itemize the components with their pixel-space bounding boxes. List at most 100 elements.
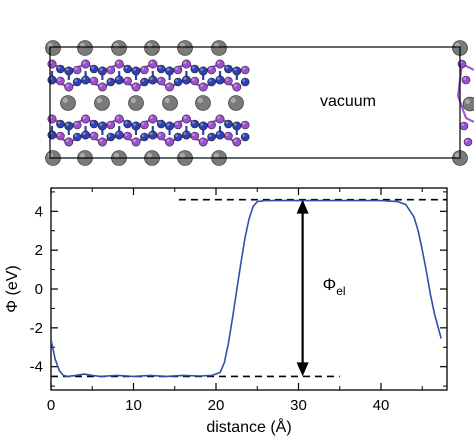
axis-ticks [50,188,447,390]
layer-atom [207,77,216,87]
layer-atom [198,137,208,147]
layer-atom-highlight [124,78,128,81]
layer-atom [181,114,191,124]
layer-atom [240,132,250,142]
layer-atom-sphere [89,76,99,86]
layer-atom [165,137,175,147]
layer-atom [106,77,116,87]
layer-atom-sphere [56,64,65,74]
layer-atom-highlight [65,84,69,87]
layer-atom [156,76,166,86]
layer-atom-highlight [208,122,212,125]
layer-atom-highlight [108,134,111,138]
layer-atom-highlight [233,68,237,71]
layer-atom-sphere [72,77,82,87]
layer-atom-sphere [64,82,74,92]
layer-atom [47,75,57,85]
layer-atom-sphere [123,119,132,129]
layer-atom-sphere [131,66,141,76]
layer-atom [181,130,191,140]
layer-atom-sphere [97,121,107,131]
layer-atom [148,114,158,124]
layer-atom [72,120,82,130]
layer-atom-highlight [158,133,162,137]
y-tick-label: 0 [35,281,43,298]
layer-atom-sphere [131,137,141,147]
layer-atom-highlight [208,79,212,82]
layer-atom-sphere [215,114,225,124]
metal-atom [162,95,178,111]
layer-atom [215,75,225,85]
image-atom-sphere [457,59,467,69]
layer-atom [240,65,250,75]
layer-atom-sphere [148,114,158,124]
layer-atom-highlight [158,121,162,124]
layer-atom [131,66,141,76]
layer-atom [114,75,124,85]
layer-atom [114,114,124,124]
layer-atom-sphere [190,64,200,74]
layer-atom [131,121,141,131]
layer-atom-sphere [114,114,124,124]
x-tick-label: 40 [373,397,390,414]
layer-atom [232,137,242,147]
layer-atom [97,66,107,76]
layer-atom [81,114,91,124]
layer-atom-sphere [232,121,242,131]
layer-atom-highlight [200,123,204,126]
layer-atom-highlight [116,116,120,119]
layer-atom-sphere [72,65,82,75]
layer-atom [190,76,200,86]
layer-atom [56,131,65,141]
layer-atom-highlight [124,121,128,124]
layer-atom [215,59,225,69]
metal-atom [144,40,160,56]
metal-atom-highlight [197,97,203,103]
layer-atom [156,119,166,129]
y-axis-title: Φ (eV) [4,265,21,312]
layer-atom-sphere [114,75,124,85]
metal-atom-sphere [144,40,160,56]
layer-atom [232,66,242,76]
layer-atom [215,114,225,124]
layer-atom [140,132,149,142]
layer-atom [198,121,208,131]
layer-atom [106,120,116,130]
metal-atom-highlight [179,152,185,158]
layer-atom-highlight [108,79,111,82]
metal-atom [195,95,211,111]
layer-atom [165,66,175,76]
cell-box [49,46,461,159]
layer-atom-highlight [99,139,103,142]
arrow-head-up [296,199,309,214]
layer-atom-sphere [131,82,141,92]
layer-atom [123,131,132,141]
crystal-structure: vacuum [45,40,474,166]
unit-cell-frame [49,46,461,159]
layer-atom [148,130,158,140]
metal-atom-highlight [62,97,68,103]
layer-atom-highlight [74,67,78,70]
layer-atom [148,75,158,85]
layer-atom-highlight [141,134,145,138]
layer-atom-highlight [91,78,94,81]
layer-atom-sphere [97,66,107,76]
layer-atom-highlight [57,121,61,124]
layer-atom-highlight [158,66,162,69]
reference-lines [51,198,447,378]
layer-atom-sphere [123,64,132,74]
layer-atom-highlight [242,122,246,125]
metal-atom-highlight [146,152,152,158]
metal-atom-sphere [211,40,227,56]
layer-atom-sphere [224,64,233,74]
image-atom-sphere [461,75,471,85]
layer-atom-highlight [91,66,94,69]
work-function-subscript: el [336,284,345,298]
layer-atom-highlight [225,133,229,137]
layer-atom-sphere [240,65,250,75]
layer-atom-highlight [133,84,136,87]
layer-atom [56,119,65,129]
layer-atom [97,82,107,92]
image-atom-sphere [463,137,473,147]
work-function-arrow [296,199,309,377]
